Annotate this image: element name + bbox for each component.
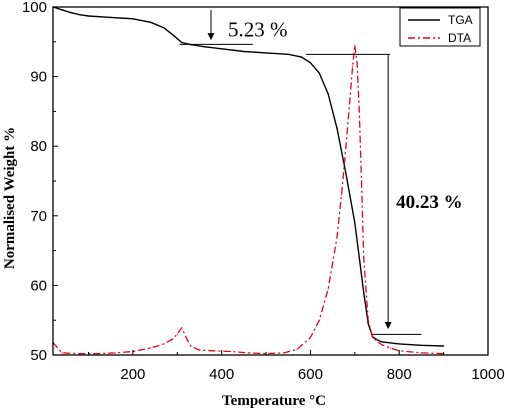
data-point-tga — [203, 46, 205, 48]
y-tick-label: 100 — [22, 0, 47, 16]
y-tick-label: 80 — [30, 138, 47, 155]
data-point-dta — [363, 257, 365, 259]
y-tick-label: 60 — [30, 277, 47, 294]
x-axis-label: Temperature °C — [222, 393, 326, 409]
data-point-tga — [110, 16, 112, 18]
legend-label-dta: DTA — [448, 31, 471, 45]
data-point-dta — [349, 93, 351, 95]
data-point-dta — [296, 348, 298, 350]
data-point-dta — [172, 338, 174, 340]
data-point-dta — [380, 344, 383, 346]
data-point-tga — [287, 53, 289, 55]
y-tick-label: 70 — [30, 208, 47, 225]
data-point-tga — [345, 173, 347, 175]
data-point-dta — [190, 345, 192, 347]
y-tick-label: 90 — [30, 69, 47, 86]
data-point-dta — [198, 349, 201, 351]
data-point-dta — [114, 352, 116, 354]
data-point-dta — [327, 288, 329, 290]
data-point-tga — [420, 344, 422, 346]
data-point-dta — [150, 347, 152, 349]
data-point-tga — [367, 323, 369, 325]
series-line-dta — [52, 44, 444, 355]
data-point-tga — [70, 12, 72, 14]
data-point-tga — [163, 27, 165, 29]
annotation-label-5: 5.23 % — [228, 17, 288, 41]
y-axis-label: Normalised Weight % — [2, 127, 18, 269]
plot-layer — [52, 6, 445, 355]
data-point-tga — [398, 343, 400, 345]
data-point-dta — [360, 180, 363, 182]
data-point-tga — [376, 339, 378, 341]
data-point-tga — [61, 9, 63, 11]
axes-layer: 200 400 600 800 1000 50 60 70 80 90 100 — [22, 0, 505, 383]
data-point-tga — [309, 62, 311, 64]
data-point-tga — [243, 50, 245, 53]
data-point-dta — [96, 353, 98, 355]
data-point-dta — [345, 145, 347, 147]
data-point-tga — [354, 222, 356, 224]
data-point-tga — [172, 34, 174, 36]
data-point-dta — [356, 62, 358, 64]
data-point-dta — [318, 319, 320, 321]
annotation-layer: 5.23 % 40.23 % — [179, 10, 463, 335]
data-point-dta — [336, 236, 338, 238]
y-tick-label: 50 — [30, 347, 47, 364]
data-point-dta — [354, 44, 356, 46]
plot-frame — [52, 6, 489, 356]
data-point-tga — [327, 93, 329, 95]
data-point-dta — [176, 333, 178, 335]
legend-box — [399, 7, 481, 47]
data-point-dta — [247, 352, 249, 354]
x-tick-label: 200 — [120, 366, 145, 383]
x-tick-label: 600 — [298, 366, 323, 383]
data-point-dta — [181, 327, 183, 329]
data-point-dta — [212, 350, 214, 352]
data-point-dta — [389, 347, 391, 349]
data-point-dta — [352, 65, 354, 67]
data-point-dta — [309, 337, 311, 339]
data-point-tga — [380, 341, 383, 343]
data-point-tga — [301, 56, 303, 58]
data-point-dta — [420, 352, 422, 354]
data-point-dta — [358, 110, 360, 112]
data-point-tga — [79, 14, 81, 16]
data-point-tga — [87, 15, 90, 17]
annotation-label-40: 40.23 % — [396, 192, 463, 213]
data-point-tga — [221, 48, 223, 50]
x-tick-label: 1000 — [471, 366, 504, 383]
data-point-dta — [283, 352, 285, 354]
legend: TGA DTA — [399, 7, 481, 47]
data-point-tga — [363, 291, 365, 293]
data-point-dta — [61, 352, 63, 354]
data-point-tga — [181, 41, 183, 44]
data-point-tga — [318, 72, 320, 74]
data-point-dta — [163, 343, 165, 345]
data-point-dta — [372, 337, 374, 339]
series-line-tga — [52, 6, 444, 347]
x-tick-label: 400 — [209, 366, 234, 383]
data-point-dta — [367, 319, 369, 321]
data-point-tga — [443, 345, 445, 347]
legend-label-tga: TGA — [448, 13, 473, 27]
x-tick-label: 800 — [387, 366, 412, 383]
data-point-tga — [358, 257, 360, 259]
data-point-dta — [340, 194, 343, 196]
data-point-tga — [132, 18, 134, 20]
data-point-dta — [185, 337, 187, 339]
data-point-dta — [230, 350, 232, 353]
data-point-dta — [79, 353, 81, 355]
data-point-tga — [336, 128, 338, 130]
data-point-tga — [265, 52, 267, 54]
data-point-tga — [150, 21, 152, 23]
